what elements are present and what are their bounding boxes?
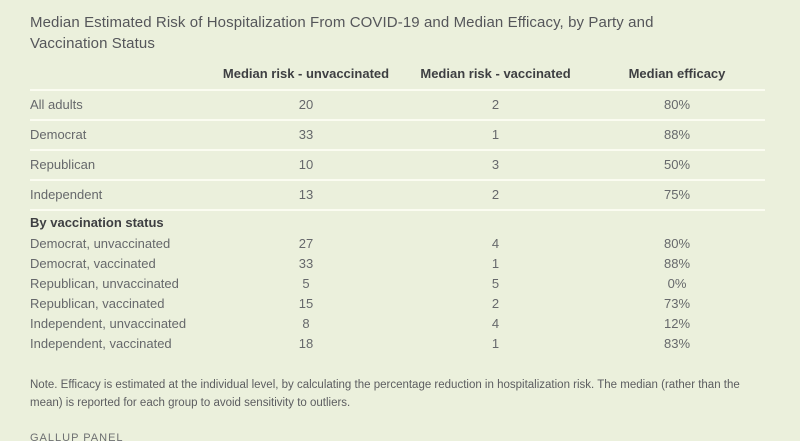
cell-value: 20	[210, 90, 402, 121]
cell-value: 4	[491, 315, 500, 331]
cell-value: 13	[210, 180, 402, 211]
cell-value: 83%	[663, 335, 691, 351]
row-label: Republican, vaccinated	[30, 295, 165, 311]
table-header-row: Median risk - unvaccinated Median risk - …	[30, 62, 765, 91]
section-header-row: By vaccination status	[30, 210, 765, 233]
row-label-column-header	[30, 62, 210, 91]
cell-value: 10	[210, 150, 402, 181]
section-header: By vaccination status	[30, 215, 164, 230]
table-row: Republican, unvaccinated 5 5 0%	[30, 273, 765, 293]
cell-value: 2	[491, 295, 500, 311]
cell-value: 8	[302, 315, 310, 331]
row-label: Democrat, unvaccinated	[30, 235, 171, 251]
cell-value: 15	[298, 295, 314, 311]
cell-value: 80%	[663, 235, 691, 251]
table-row: Democrat 33 1 88%	[30, 120, 765, 151]
cell-value: 73%	[663, 295, 691, 311]
cell-value: 4	[491, 235, 500, 251]
table-row: Independent, vaccinated 18 1 83%	[30, 333, 765, 353]
cell-value: 1	[402, 120, 589, 151]
row-label: Republican	[30, 150, 210, 181]
column-header: Median efficacy	[589, 62, 765, 91]
column-header: Median risk - vaccinated	[402, 62, 589, 91]
cell-value: 27	[298, 235, 314, 251]
table-row: Independent 13 2 75%	[30, 180, 765, 211]
row-label: Democrat, vaccinated	[30, 255, 156, 271]
row-label: Independent, unvaccinated	[30, 315, 187, 331]
table-header: Median risk - unvaccinated Median risk - …	[30, 62, 765, 91]
cell-value: 3	[402, 150, 589, 181]
table-body: All adults 20 2 80% Democrat 33 1 88% Republican…	[30, 90, 765, 353]
row-label: Republican, unvaccinated	[30, 275, 179, 291]
cell-value: 75%	[589, 180, 765, 211]
table-row: Republican 10 3 50%	[30, 150, 765, 181]
cell-value: 88%	[663, 255, 691, 271]
data-table: Median risk - unvaccinated Median risk - …	[30, 62, 765, 353]
cell-value: 0%	[667, 275, 687, 291]
source-label: GALLUP PANEL	[30, 431, 124, 441]
row-label: Independent	[30, 180, 210, 211]
table-row: Republican, vaccinated 15 2 73%	[30, 293, 765, 313]
cell-value: 1	[491, 335, 500, 351]
cell-value: 1	[491, 255, 500, 271]
row-label: All adults	[30, 90, 210, 121]
chart-title: Median Estimated Risk of Hospitalization…	[30, 14, 654, 52]
table-row: Democrat, unvaccinated 27 4 80%	[30, 233, 765, 253]
column-header: Median risk - unvaccinated	[210, 62, 402, 91]
table-row: Democrat, vaccinated 33 1 88%	[30, 253, 765, 273]
cell-value: 33	[298, 255, 314, 271]
cell-value: 50%	[589, 150, 765, 181]
row-label: Democrat	[30, 120, 210, 151]
row-label: Independent, vaccinated	[30, 335, 172, 351]
cell-value: 5	[491, 275, 500, 291]
cell-value: 2	[402, 180, 589, 211]
table-row: Independent, unvaccinated 8 4 12%	[30, 313, 765, 333]
cell-value: 33	[210, 120, 402, 151]
cell-value: 2	[402, 90, 589, 121]
footnote: Note. Efficacy is estimated at the indiv…	[30, 379, 740, 409]
cell-value: 88%	[589, 120, 765, 151]
table-row: All adults 20 2 80%	[30, 90, 765, 121]
cell-value: 5	[302, 275, 310, 291]
cell-value: 18	[298, 335, 314, 351]
cell-value: 12%	[663, 315, 691, 331]
cell-value: 80%	[589, 90, 765, 121]
